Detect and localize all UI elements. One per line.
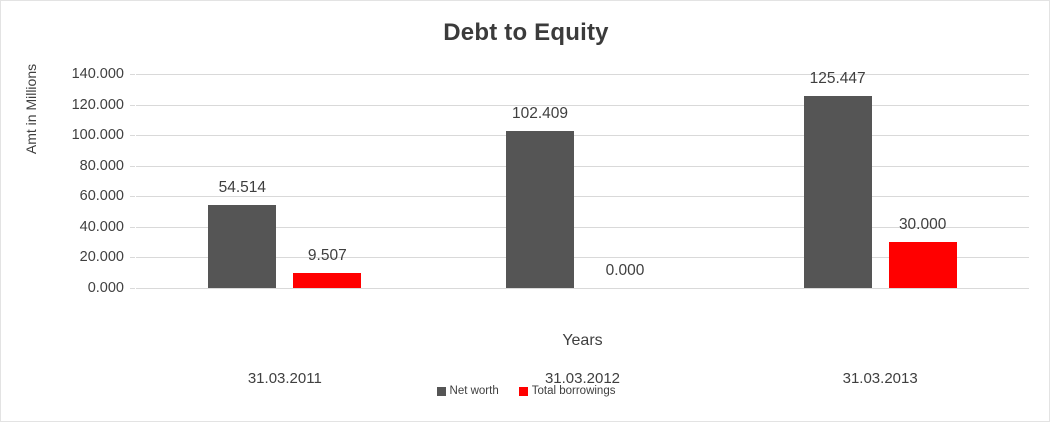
bar-borrowings[interactable] xyxy=(888,242,957,288)
bar-data-label: 0.000 xyxy=(605,262,645,279)
bar-networth[interactable] xyxy=(803,96,872,288)
y-axis-tick xyxy=(130,257,135,259)
y-axis-tick-label: 80.000 xyxy=(79,157,124,174)
x-axis-title: Years xyxy=(562,332,603,349)
legend-label: Total borrowings xyxy=(531,385,616,397)
bar-data-label: 30.000 xyxy=(898,216,947,234)
bar-networth[interactable] xyxy=(208,204,277,288)
legend-label: Net worth xyxy=(449,385,499,397)
y-axis-tick xyxy=(130,74,135,75)
bar-borrowings[interactable] xyxy=(293,273,362,288)
bar-data-label: 54.514 xyxy=(218,178,267,196)
x-axis-category-label: 31.03.2012 xyxy=(544,370,621,387)
bar-data-label: 102.409 xyxy=(511,105,569,123)
bar-data-label: 9.507 xyxy=(307,247,347,265)
y-axis-tick xyxy=(130,104,135,106)
plot-area: 140.000 120.000 100.000 80.000 60.000 40.000 2… xyxy=(72,66,1029,387)
legend-item[interactable]: Net worth xyxy=(436,385,499,397)
x-axis-category-label: 31.03.2011 xyxy=(247,370,322,387)
legend-swatch-icon xyxy=(436,386,446,396)
y-axis-tick-label: 140.000 xyxy=(71,66,124,82)
gridline xyxy=(136,288,1029,289)
y-axis-tick-label: 0.000 xyxy=(87,280,124,296)
x-axis-category-label: 31.03.2013 xyxy=(842,370,918,387)
y-axis-tick-label: 60.000 xyxy=(79,188,124,205)
y-axis-tick xyxy=(130,288,135,289)
y-axis-tick xyxy=(130,135,135,137)
bar-data-label: 125.447 xyxy=(809,70,866,88)
y-axis-tick xyxy=(130,165,135,167)
legend-item[interactable]: Total borrowings xyxy=(518,385,616,397)
gridline xyxy=(136,135,1029,137)
y-axis-tick-label: 20.000 xyxy=(79,249,124,266)
gridline xyxy=(136,257,1029,259)
y-axis-tick xyxy=(130,196,135,198)
chart-legend: Net worth Total borrowings xyxy=(1,385,1050,397)
gridline xyxy=(136,104,1029,106)
gridline xyxy=(136,226,1029,228)
gridline xyxy=(136,165,1029,167)
bar-networth[interactable] xyxy=(506,131,574,288)
chart-title: Debt to Equity xyxy=(443,19,609,46)
y-axis-tick-label: 100.000 xyxy=(71,127,124,144)
y-axis-tick-label: 40.000 xyxy=(79,218,124,235)
gridline xyxy=(136,196,1029,198)
y-axis-tick xyxy=(130,226,135,228)
y-axis-tick-label: 120.000 xyxy=(71,96,124,113)
gridline xyxy=(136,74,1029,75)
legend-swatch-icon xyxy=(518,386,528,396)
